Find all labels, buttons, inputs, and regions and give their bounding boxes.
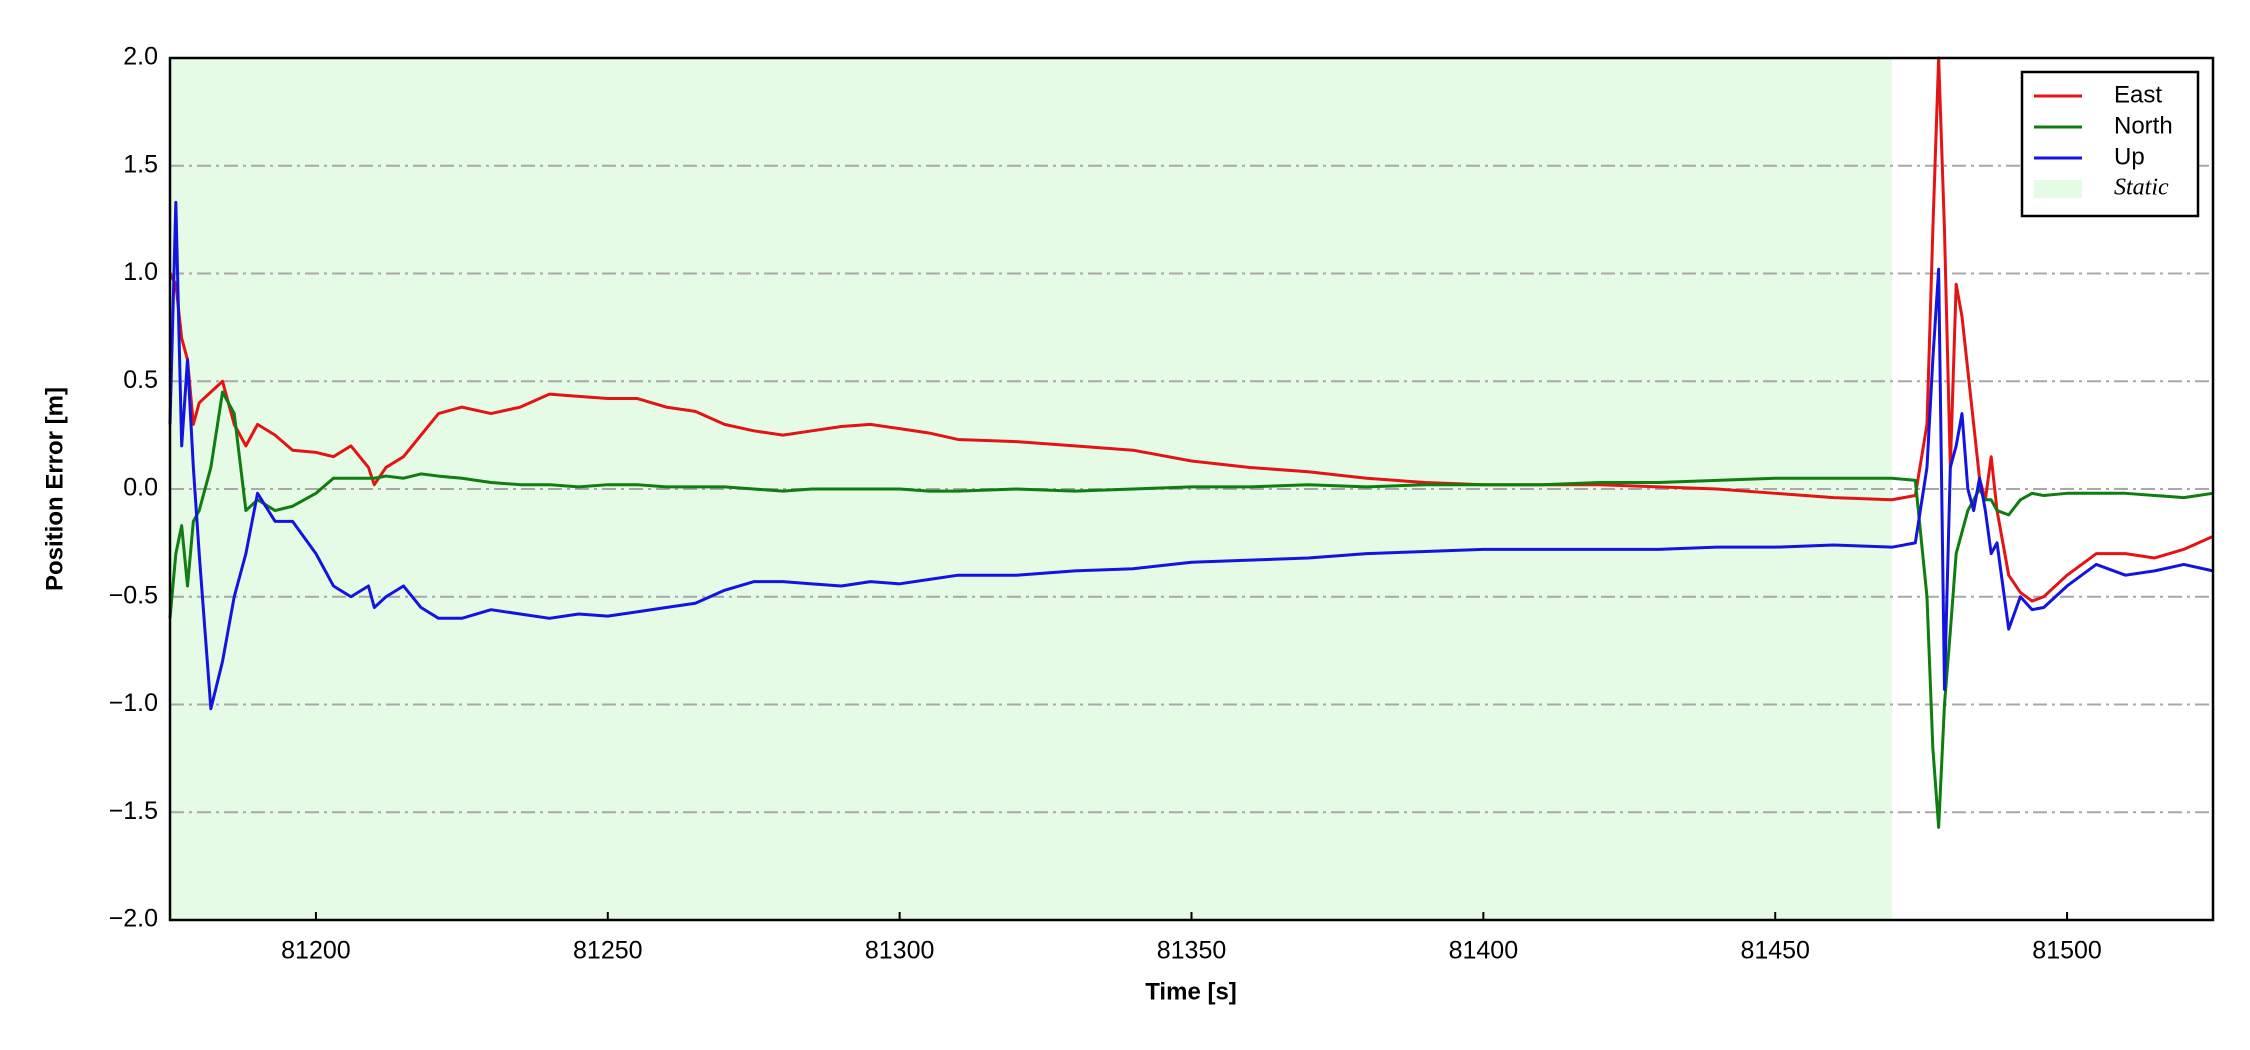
y-tick-label: −2.0: [109, 905, 158, 933]
legend-label: East: [2114, 81, 2162, 108]
legend-label: North: [2114, 112, 2173, 139]
y-tick-label: −1.0: [109, 689, 158, 717]
legend-label: Up: [2114, 143, 2145, 170]
x-tick-label: 81250: [573, 937, 643, 965]
y-tick-label: 2.0: [123, 43, 158, 71]
y-tick-label: −0.5: [109, 581, 158, 609]
series-line: [168, 200, 2214, 711]
y-tick-label: 1.5: [123, 150, 158, 178]
legend-swatch: [2034, 180, 2082, 198]
plot-frame: [168, 56, 2215, 922]
y-tick-label: −1.5: [109, 797, 158, 825]
x-tick-label: 81350: [1157, 937, 1227, 965]
y-tick-label: 0.5: [123, 366, 158, 394]
series-line: [168, 56, 2214, 603]
x-axis-label: Time [s]: [1145, 978, 1237, 1005]
y-axis-label: Position Error [m]: [41, 387, 68, 591]
y-tick-label: 0.0: [123, 474, 158, 502]
x-tick-label: 81500: [2032, 937, 2102, 965]
y-tick-label: 1.0: [123, 258, 158, 286]
x-tick-label: 81300: [865, 937, 935, 965]
legend-label: Static: [2114, 175, 2169, 201]
x-tick-label: 81200: [281, 937, 351, 965]
x-tick-label: 81450: [1740, 937, 1810, 965]
x-tick-label: 81400: [1449, 937, 1519, 965]
